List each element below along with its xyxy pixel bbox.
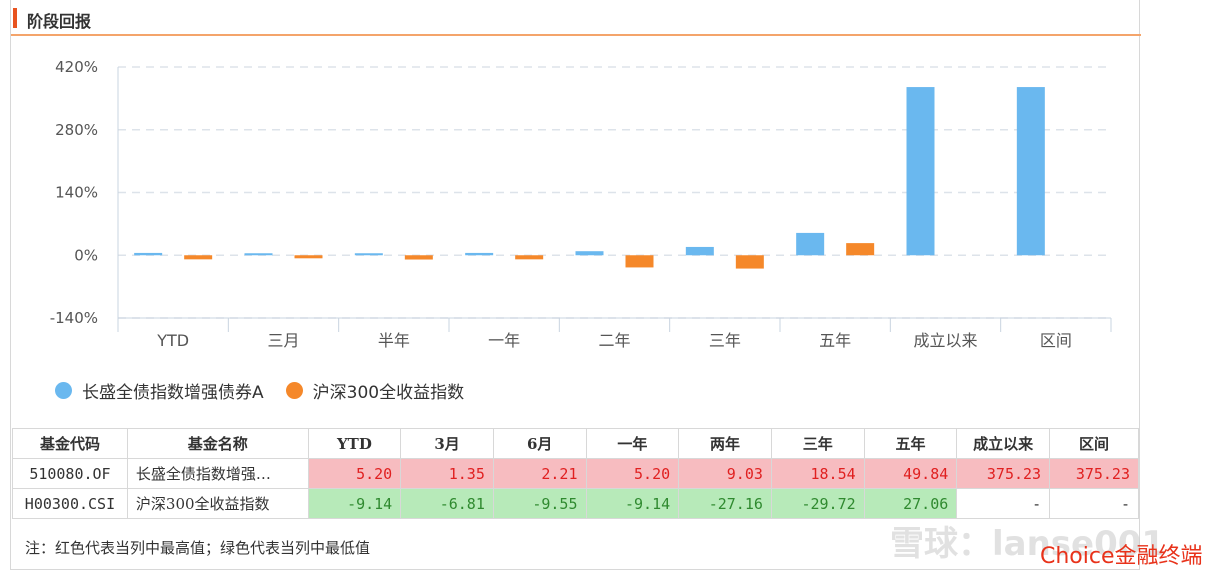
header-interval: 区间	[1049, 428, 1139, 459]
bar-fund	[1016, 87, 1045, 256]
header-since-inception: 成立以来	[956, 428, 1051, 459]
return-value-cell: -	[1049, 488, 1139, 519]
brand-logo-text: Choice金融终端	[1040, 544, 1203, 569]
x-tick-label: 三月	[267, 331, 299, 350]
bar-index	[846, 243, 875, 256]
y-tick-label: 420%	[55, 58, 98, 76]
header-fund-code: 基金代码	[12, 428, 128, 459]
bar-index	[404, 255, 433, 260]
y-tick-label: 140%	[55, 184, 98, 202]
return-value-cell: 375.23	[1049, 458, 1139, 489]
return-value-cell: 1.35	[400, 458, 494, 489]
bar-fund	[906, 87, 935, 256]
return-value-cell: 9.03	[678, 458, 772, 489]
header-fund-name: 基金名称	[126, 428, 309, 459]
return-value-cell: -9.55	[492, 488, 587, 519]
legend-label-fund: 长盛全债指数增强债券A	[82, 383, 264, 403]
chart-legend: 长盛全债指数增强债券A 沪深300全收益指数	[55, 378, 486, 403]
header-3y: 三年	[770, 428, 865, 459]
legend-dot-fund	[55, 382, 72, 399]
return-value-cell: 2.21	[492, 458, 587, 489]
watermark: 雪球：lanse001	[890, 524, 1166, 564]
header-1y: 一年	[585, 428, 680, 459]
bar-index	[735, 255, 764, 269]
header-6m: 6月	[492, 428, 587, 459]
return-value-cell: -6.81	[400, 488, 494, 519]
bar-index	[515, 255, 544, 260]
legend-item-index[interactable]: 沪深300全收益指数	[285, 378, 465, 403]
return-value-cell: 5.20	[307, 458, 402, 489]
bar-fund	[796, 232, 825, 256]
x-tick-label: 五年	[819, 331, 851, 350]
return-bar-chart: 420% 280% 140% 0% -140% YTD 三月 半年 一年 二年 三年 五年 成立以来 区间	[50, 58, 1112, 350]
bar-fund	[244, 253, 273, 256]
bar-index	[184, 255, 213, 260]
bar-fund	[685, 246, 714, 256]
return-value-cell: 27.06	[863, 488, 958, 519]
table-header-row: 基金代码 基金名称 YTD 3月 6月 一年 两年 三年 五年 成立以来 区间	[12, 428, 1139, 459]
return-value-cell: 18.54	[770, 458, 865, 489]
return-value-cell: -29.72	[770, 488, 865, 519]
table-row: H00300.CSI 沪深300全收益指数 -9.14 -6.81 -9.55 -9.14…	[12, 488, 1139, 519]
title-accent-bar	[13, 8, 17, 28]
x-tick-label: 成立以来	[913, 331, 977, 350]
panel-header: 阶段回报	[11, 0, 1141, 36]
x-tick-label: YTD	[156, 331, 189, 350]
legend-dot-index	[285, 382, 303, 399]
return-value-cell: -9.14	[307, 488, 402, 519]
table-body: 510080.OF 长盛全债指数增强… 5.20 1.35 2.21 5.20 9.03 18…	[12, 458, 1139, 519]
return-value-cell: 5.20	[585, 458, 680, 489]
header-ytd: YTD	[307, 428, 402, 459]
bar-index	[625, 255, 654, 268]
y-tick-label: 0%	[74, 246, 98, 264]
return-value-cell: -	[956, 488, 1051, 519]
fund-name-cell: 沪深300全收益指数	[126, 488, 309, 519]
return-table: 基金代码 基金名称 YTD 3月 6月 一年 两年 三年 五年 成立以来 区间 …	[12, 428, 1139, 519]
x-tick-label: 一年	[488, 331, 520, 350]
fund-code-cell: 510080.OF	[12, 458, 128, 489]
x-tick-label: 区间	[1040, 331, 1072, 350]
x-tick-label: 二年	[598, 331, 630, 350]
return-value-cell: 375.23	[956, 458, 1051, 489]
y-tick-label: 280%	[55, 121, 98, 139]
bar-fund	[134, 252, 163, 256]
stage-return-panel: 阶段回报 420% 280% 140% 0% -140% YTD 三月 半年 一年 二年 三年 五年成…	[10, 0, 1141, 570]
x-tick-label: 半年	[378, 331, 410, 350]
left-margin	[0, 0, 10, 571]
bar-fund	[465, 252, 494, 256]
legend-item-fund[interactable]: 长盛全债指数增强债券A	[55, 378, 264, 403]
fund-name-cell: 长盛全债指数增强…	[126, 458, 309, 489]
header-5y: 五年	[863, 428, 958, 459]
bar-index	[294, 255, 323, 259]
bar-fund	[354, 253, 383, 256]
fund-code-cell: H00300.CSI	[12, 488, 128, 519]
return-value-cell: 49.84	[863, 458, 958, 489]
table-row: 510080.OF 长盛全债指数增强… 5.20 1.35 2.21 5.20 9.03 18…	[12, 458, 1139, 489]
y-tick-label: -140%	[50, 309, 98, 327]
table-note: 注：红色代表当列中最高值；绿色代表当列中最低值	[25, 539, 371, 557]
x-tick-label: 三年	[709, 331, 741, 350]
return-value-cell: -9.14	[585, 488, 680, 519]
header-2y: 两年	[678, 428, 772, 459]
legend-label-index: 沪深300全收益指数	[312, 383, 465, 403]
return-value-cell: -27.16	[678, 488, 772, 519]
header-3m: 3月	[400, 428, 494, 459]
bar-fund	[575, 251, 604, 256]
section-title: 阶段回报	[27, 12, 92, 31]
